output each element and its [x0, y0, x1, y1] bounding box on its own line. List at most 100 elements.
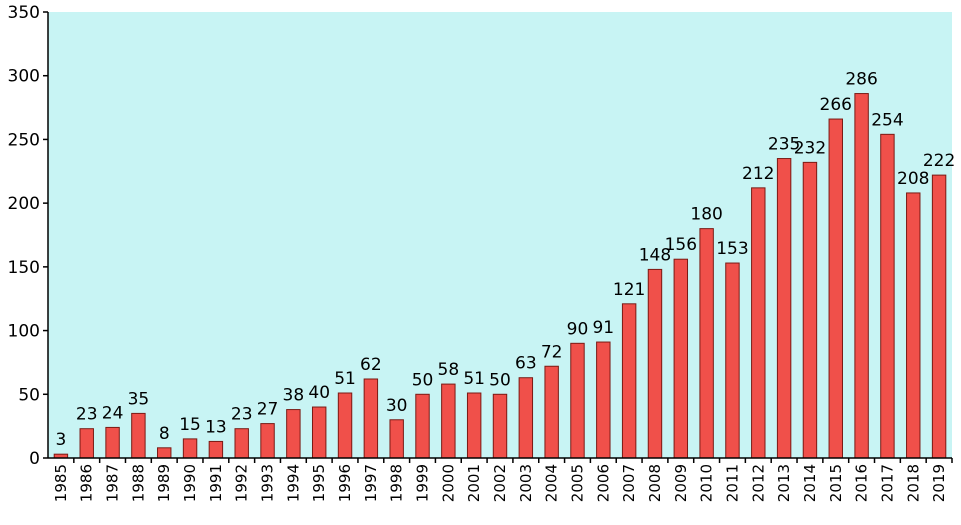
x-tick-label-2002: 2002 [491, 464, 509, 502]
bars [53, 93, 947, 459]
x-tick-label-1988: 1988 [129, 464, 147, 502]
data-label-2006: 91 [592, 318, 614, 338]
bar-2001 [466, 392, 482, 459]
x-tick-label-1993: 1993 [259, 464, 277, 502]
y-tick-label: 50 [18, 385, 40, 405]
data-label-2013: 235 [768, 135, 800, 155]
data-label-2003: 63 [515, 354, 537, 374]
data-label-1993: 27 [257, 400, 279, 420]
x-tick-label-2012: 2012 [749, 464, 767, 502]
x-tick-label-1992: 1992 [233, 464, 251, 502]
bar-2011 [725, 262, 740, 459]
bar-1998 [389, 419, 404, 459]
y-tick-label: 200 [8, 194, 40, 214]
bar-1993 [260, 423, 275, 459]
x-tick-label-1998: 1998 [388, 464, 406, 502]
x-tick-label-2005: 2005 [568, 464, 586, 502]
data-label-1999: 50 [412, 370, 434, 390]
data-label-1987: 24 [102, 403, 124, 423]
x-tick-label-1996: 1996 [336, 464, 354, 502]
y-tick-label: 150 [8, 258, 40, 278]
data-label-1997: 62 [360, 355, 382, 375]
x-tick-label-2007: 2007 [620, 464, 638, 502]
data-label-2019: 222 [923, 151, 955, 171]
bar-1995 [311, 406, 327, 459]
data-label-1991: 13 [205, 417, 227, 437]
x-tick-label-1986: 1986 [78, 464, 96, 502]
x-tick-label-2011: 2011 [723, 464, 741, 502]
data-label-1990: 15 [179, 415, 201, 435]
bar-1988 [131, 412, 146, 459]
x-tick-label-1987: 1987 [104, 464, 122, 502]
bar-1986 [79, 428, 94, 459]
x-axis: 1985 1986 1987 1988 1989 1990 1991 1992 1993 1994… [48, 457, 953, 502]
x-tick-label-2004: 2004 [543, 464, 561, 502]
bar-1996 [337, 392, 353, 459]
y-tick-label: 300 [8, 67, 40, 87]
bar-1999 [415, 393, 430, 459]
bar-1994 [286, 409, 301, 459]
data-label-2008: 148 [639, 245, 671, 265]
x-tick-label-2008: 2008 [646, 464, 664, 502]
data-label-1994: 38 [283, 386, 305, 406]
data-label-2018: 208 [897, 169, 929, 189]
bar-2000 [441, 383, 456, 459]
bar-2013 [776, 158, 792, 459]
bar-2005 [570, 342, 585, 459]
bar-2002 [492, 393, 508, 459]
bar-2012 [751, 187, 766, 459]
y-axis: 0 50 100 150 200 250 300 350 [8, 3, 49, 469]
data-label-2009: 156 [665, 235, 697, 255]
x-tick-label-1985: 1985 [52, 464, 70, 502]
y-tick-label: 250 [8, 130, 40, 150]
data-label-2014: 232 [794, 138, 826, 158]
bar-2019 [931, 174, 947, 459]
data-label-2015: 266 [820, 95, 852, 115]
bar-1989 [157, 447, 172, 459]
y-tick-label: 100 [8, 322, 40, 342]
data-label-1998: 30 [386, 396, 408, 416]
data-label-2002: 50 [489, 370, 511, 390]
bar-2018 [906, 192, 921, 459]
x-tick-label-2000: 2000 [439, 464, 457, 502]
data-label-2010: 180 [690, 205, 722, 225]
bar-2014 [802, 161, 818, 459]
x-tick-label-2003: 2003 [517, 464, 535, 502]
data-label-1992: 23 [231, 405, 253, 425]
x-tick-label-1995: 1995 [310, 464, 328, 502]
data-label-2005: 90 [567, 319, 589, 339]
bar-1997 [363, 378, 379, 459]
bar-2009 [673, 258, 689, 459]
x-tick-label-1994: 1994 [284, 464, 302, 502]
x-tick-label-2010: 2010 [698, 464, 716, 502]
data-label-1995: 40 [308, 383, 330, 403]
data-label-2017: 254 [871, 110, 903, 130]
plot-area [48, 12, 952, 458]
data-label-1986: 23 [76, 405, 98, 425]
data-label-2000: 58 [438, 360, 460, 380]
x-tick-label-2001: 2001 [465, 464, 483, 502]
bar-1991 [208, 440, 224, 459]
x-tick-label-1990: 1990 [181, 464, 199, 502]
data-label-2007: 121 [613, 280, 645, 300]
bar-1990 [182, 438, 198, 459]
data-label-2012: 212 [742, 164, 774, 184]
x-tick-label-1997: 1997 [362, 464, 380, 502]
x-tick-label-1999: 1999 [414, 464, 432, 502]
bar-2007 [621, 303, 637, 459]
y-tick-label: 350 [8, 3, 40, 23]
bar-2003 [518, 377, 534, 459]
x-tick-label-2019: 2019 [930, 464, 948, 502]
data-label-2011: 153 [716, 239, 748, 259]
bar-2017 [880, 133, 895, 459]
x-tick-label-1989: 1989 [155, 464, 173, 502]
bar-2015 [828, 118, 843, 459]
bar-2008 [647, 268, 663, 459]
data-label-1985: 3 [56, 430, 67, 450]
x-tick-label-2014: 2014 [801, 464, 819, 502]
bar-2010 [699, 228, 714, 459]
x-tick-label-2015: 2015 [827, 464, 845, 502]
data-label-1989: 8 [159, 424, 170, 444]
x-tick-label-2006: 2006 [594, 464, 612, 502]
